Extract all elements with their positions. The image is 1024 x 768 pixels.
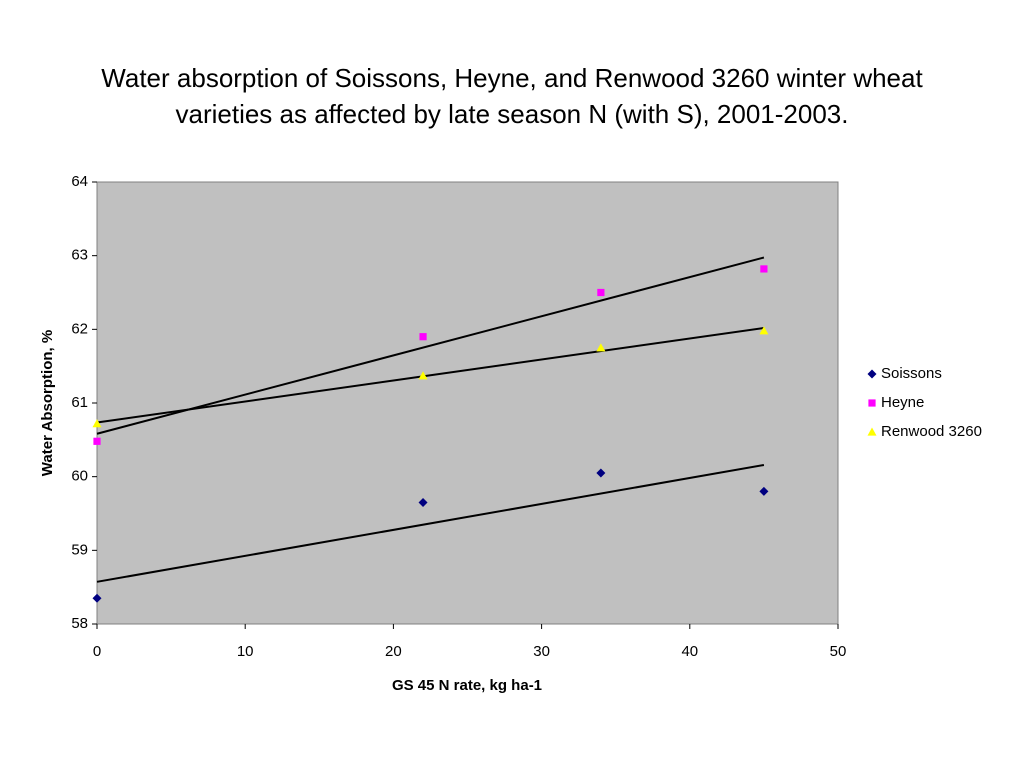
- square-marker: [760, 265, 768, 273]
- triangle-marker: [92, 419, 102, 428]
- square-marker: [93, 437, 101, 445]
- triangle-marker: [759, 326, 769, 335]
- square-marker: [868, 399, 876, 407]
- x-tick-label: 50: [830, 643, 847, 660]
- y-tick-label: 59: [71, 541, 88, 558]
- x-tick-label: 40: [681, 643, 698, 660]
- trendline: [96, 464, 765, 583]
- diamond-marker: [596, 468, 606, 478]
- x-tick-label: 20: [385, 643, 402, 660]
- x-tick-label: 10: [237, 643, 254, 660]
- legend-label: Heyne: [881, 394, 924, 411]
- x-tick-label: 30: [533, 643, 550, 660]
- x-tick-label: 0: [93, 643, 101, 660]
- triangle-marker: [418, 371, 428, 380]
- y-tick-label: 63: [71, 247, 88, 264]
- diamond-marker: [867, 369, 877, 379]
- diamond-marker: [759, 486, 769, 496]
- y-tick-label: 61: [71, 394, 88, 411]
- x-axis-label: GS 45 N rate, kg ha-1: [392, 677, 542, 694]
- y-tick-label: 62: [71, 320, 88, 337]
- square-marker: [419, 333, 427, 341]
- y-tick-label: 60: [71, 468, 88, 485]
- square-marker: [597, 288, 605, 297]
- trendline: [96, 327, 765, 424]
- y-axis-label: Water Absorption, %: [39, 330, 56, 476]
- trendline: [96, 256, 765, 435]
- legend-label: Soissons: [881, 365, 942, 382]
- y-tick-label: 64: [71, 173, 88, 190]
- chart-title: Water absorption of Soissons, Heyne, and…: [101, 63, 923, 129]
- y-tick-label: 58: [71, 615, 88, 632]
- diamond-marker: [92, 593, 102, 603]
- legend-label: Renwood 3260: [881, 423, 982, 440]
- triangle-marker: [596, 343, 606, 352]
- triangle-marker: [867, 427, 877, 436]
- diamond-marker: [418, 497, 428, 507]
- plot-area: [96, 181, 839, 625]
